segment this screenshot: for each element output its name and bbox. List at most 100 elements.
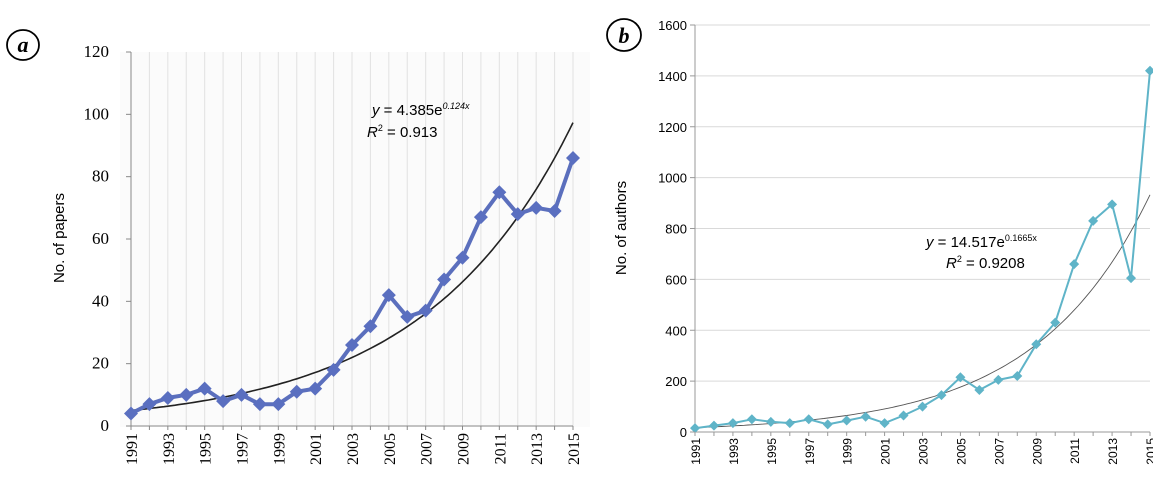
- grid-a: [130, 52, 574, 426]
- x-tick-label: 2015: [1144, 438, 1153, 465]
- data-point: [216, 394, 231, 409]
- data-point: [142, 397, 157, 412]
- data-point: [879, 418, 890, 429]
- data-point: [437, 272, 452, 287]
- data-point: [727, 418, 738, 429]
- y-tick-label: 0: [101, 416, 110, 435]
- data-point: [547, 203, 562, 218]
- trend-r2-b: R2 = 0.9208: [946, 254, 1025, 272]
- data-point: [271, 397, 286, 412]
- x-tick-label: 1995: [198, 433, 215, 465]
- series-b: [690, 65, 1153, 434]
- x-tick-label: 2005: [382, 433, 399, 465]
- data-point: [1107, 199, 1118, 210]
- trend-equation-b: y = 14.517e0.1665x: [925, 233, 1037, 251]
- x-tick-label: 2005: [954, 438, 968, 465]
- y-tick-label: 600: [665, 272, 687, 287]
- data-point: [566, 150, 580, 165]
- panel-a: 1991 1993 1995 1997 1999 2001 2003 2005 2007 2009…: [6, 29, 590, 465]
- y-axis-label-b: No. of authors: [613, 181, 630, 275]
- data-point: [1012, 371, 1023, 382]
- data-point: [510, 207, 525, 222]
- y-tick-label: 80: [92, 167, 109, 186]
- series-a: [124, 150, 580, 421]
- x-tick-label: 1995: [765, 438, 779, 465]
- x-ticks-b: 1991 1993 1995 1997 1999 2001 2003 2005 2007 2009…: [689, 432, 1153, 465]
- y-tick-label: 60: [92, 229, 109, 248]
- data-point: [400, 309, 415, 324]
- panel-b: 1991 1993 1995 1997 1999 2001 2003 2005 2007 2009…: [606, 18, 1153, 465]
- x-tick-label: 1997: [803, 438, 817, 465]
- plot-area-a: [120, 52, 590, 427]
- x-tick-label: 2011: [1068, 438, 1082, 464]
- x-tick-label: 2003: [345, 433, 362, 465]
- trendline-path: [130, 122, 574, 412]
- data-point: [197, 381, 212, 396]
- data-point: [455, 250, 470, 265]
- x-tick-label: 1991: [689, 438, 703, 465]
- y-tick-label: 1200: [658, 120, 687, 135]
- data-point: [860, 411, 871, 422]
- data-point: [160, 390, 175, 405]
- data-point: [381, 288, 396, 303]
- x-tick-label: 2011: [492, 433, 509, 464]
- data-point: [234, 387, 249, 402]
- y-tick-label: 200: [665, 374, 687, 389]
- x-tick-label: 1997: [235, 433, 252, 465]
- x-tick-label: 1991: [124, 433, 141, 465]
- x-tick-label: 2013: [529, 433, 546, 465]
- x-tick-label: 2001: [879, 438, 893, 465]
- data-point: [765, 416, 776, 427]
- data-point: [690, 423, 700, 434]
- data-point: [1069, 259, 1080, 270]
- svg-text:b: b: [619, 23, 630, 48]
- x-tick-label: 1993: [161, 433, 178, 465]
- data-point: [936, 390, 947, 401]
- y-tick-label: 20: [92, 354, 109, 373]
- data-point: [955, 372, 966, 383]
- data-point: [1031, 339, 1042, 350]
- data-point: [124, 406, 138, 421]
- data-point: [746, 414, 757, 425]
- x-ticks-a: 1991 1993 1995 1997 1999 2001 2003 2005 2007 2009…: [124, 426, 583, 465]
- data-point: [822, 419, 833, 430]
- panel-label-a: a: [6, 29, 40, 61]
- data-point: [1145, 65, 1153, 76]
- data-point: [492, 185, 507, 200]
- data-point: [363, 319, 378, 334]
- data-point: [974, 385, 985, 396]
- data-point: [841, 415, 852, 426]
- y-tick-label: 40: [92, 291, 109, 310]
- y-axis-label-a: No. of papers: [51, 193, 68, 283]
- x-tick-label: 2009: [1030, 438, 1044, 465]
- y-tick-label: 0: [680, 425, 687, 440]
- x-tick-label: 1999: [271, 433, 288, 465]
- x-tick-label: 2009: [456, 433, 473, 465]
- x-tick-label: 1993: [727, 438, 741, 465]
- data-point: [326, 362, 341, 377]
- data-point: [1050, 317, 1061, 328]
- y-tick-label: 120: [84, 42, 110, 61]
- trend-r2-a: R2 = 0.913: [367, 123, 438, 141]
- x-tick-label: 2007: [419, 433, 436, 465]
- y-tick-label: 100: [84, 104, 110, 123]
- x-tick-label: 2003: [917, 438, 931, 465]
- data-point: [308, 381, 323, 396]
- y-ticks-b: 0 200 400 600 800 1000 1200 1400 1600: [658, 18, 695, 440]
- data-point: [179, 387, 194, 402]
- data-point: [345, 337, 359, 352]
- y-ticks-a: 0 20 40 60 80 100 120: [84, 42, 131, 435]
- trendline-a: [130, 122, 574, 412]
- x-tick-label: 2013: [1106, 438, 1120, 465]
- svg-text:a: a: [18, 32, 29, 57]
- x-tick-label: 1999: [841, 438, 855, 465]
- x-tick-label: 2015: [566, 433, 583, 465]
- x-tick-label: 2007: [992, 438, 1006, 465]
- data-point: [1088, 215, 1099, 226]
- data-point: [529, 200, 544, 215]
- data-point: [803, 414, 814, 425]
- data-point: [784, 418, 795, 429]
- data-point: [898, 410, 909, 421]
- panel-label-b: b: [606, 18, 642, 52]
